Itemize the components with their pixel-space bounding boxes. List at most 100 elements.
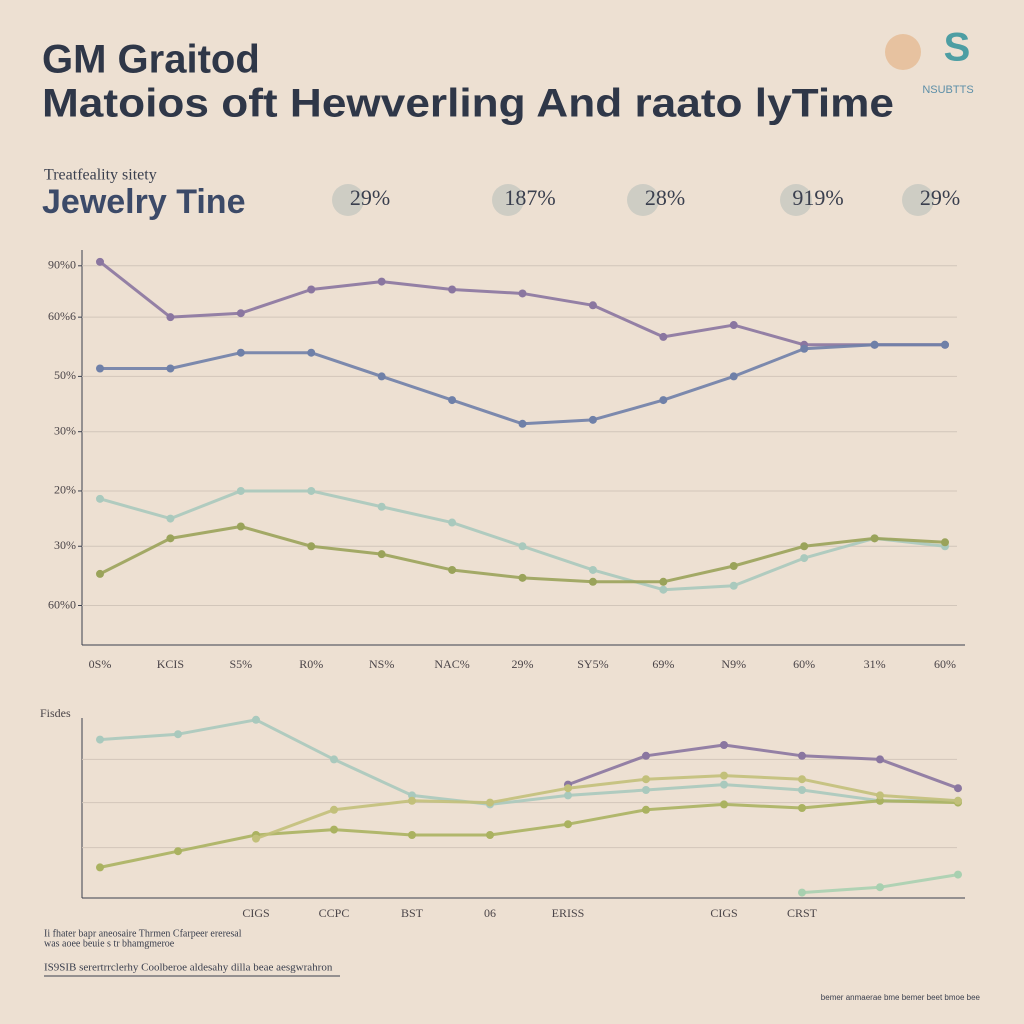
point [659, 396, 668, 405]
x-tick-label: N9% [721, 657, 746, 671]
point [642, 775, 650, 784]
x-tick-label: CCPC [319, 906, 350, 920]
point [166, 364, 175, 373]
point [448, 285, 457, 294]
point [729, 562, 738, 570]
point [307, 285, 316, 294]
point [588, 577, 597, 586]
point [166, 534, 175, 543]
point [518, 542, 527, 551]
point [486, 831, 494, 839]
point [800, 554, 809, 563]
y-tick-label: 30% [54, 538, 76, 552]
point [486, 798, 494, 807]
point [870, 340, 879, 349]
stat: 29% [920, 185, 960, 210]
x-tick-label: ERISS [552, 906, 585, 920]
x-tick-label: BST [401, 906, 424, 920]
x-tick-label: 06 [484, 906, 496, 920]
credit: bemer anmaerae bme bemer beet bmoe bee [821, 993, 981, 1002]
point [588, 565, 597, 574]
point [96, 863, 104, 872]
point [642, 751, 650, 760]
x-tick-label: CIGS [242, 906, 269, 920]
point [800, 344, 809, 353]
point [941, 538, 949, 547]
point [642, 805, 650, 814]
point [659, 585, 668, 594]
x-tick-label: 69% [652, 657, 674, 671]
x-tick-label: SY5% [577, 657, 608, 671]
point [96, 569, 104, 578]
y-tick-label: 30% [54, 423, 76, 437]
point [96, 494, 104, 503]
footnote: IS9SIB serertrrclerhy Coolberoe aldesahy… [44, 962, 333, 974]
point [729, 372, 738, 381]
point [166, 313, 175, 322]
point [236, 522, 245, 531]
point [448, 518, 457, 527]
line [99, 718, 958, 806]
y-tick-label: 50% [54, 368, 76, 382]
stat-icon [627, 184, 659, 216]
x-tick-label: 29% [512, 657, 534, 671]
stat-icon [902, 184, 934, 216]
y-tick-label: 90%0 [48, 258, 76, 272]
x-tick-label: KCIS [157, 657, 184, 671]
point [876, 883, 884, 892]
point [330, 825, 338, 834]
point [720, 771, 728, 780]
point [659, 577, 668, 586]
point [96, 257, 104, 266]
stat: 187% [504, 185, 555, 210]
line [255, 774, 959, 841]
point [96, 364, 104, 373]
point [377, 550, 386, 559]
x-tick-label: CRST [787, 906, 818, 920]
x-tick-label: 0S% [89, 657, 112, 671]
stat-icon [780, 184, 812, 216]
logo-mark: S [944, 26, 971, 70]
point [307, 542, 316, 551]
point [588, 301, 597, 310]
point [174, 847, 182, 856]
heading: Jewelry Tine [42, 183, 246, 221]
stat: 29% [350, 185, 390, 210]
logo-text: NSUBTTS [922, 84, 973, 96]
point [252, 715, 260, 724]
point [408, 796, 416, 805]
stat-icon [332, 184, 364, 216]
point [798, 786, 806, 794]
stat: 28% [645, 185, 685, 210]
point [798, 775, 806, 784]
footnote: Ii fhater bapr aneosaire Thrmen Cfarpeer… [44, 928, 242, 939]
point [448, 396, 457, 405]
point [174, 730, 182, 739]
point [954, 784, 962, 793]
stat: 919% [792, 185, 843, 210]
point [642, 786, 650, 794]
point [236, 309, 245, 318]
point [720, 780, 728, 789]
y-tick-label: 60%0 [48, 597, 76, 611]
point [720, 800, 728, 809]
point [876, 791, 884, 800]
point [518, 419, 527, 428]
point [798, 888, 806, 897]
point [659, 332, 668, 341]
footnote: was aoee beuie s tr bhamgmeroe [44, 938, 175, 949]
point [252, 834, 260, 843]
y-axis-title: Fisdes [40, 706, 71, 720]
point [408, 831, 416, 839]
stat-icon [492, 184, 524, 216]
title: GM Graitod [42, 38, 260, 82]
point [518, 573, 527, 582]
point [330, 805, 338, 814]
x-tick-label: NAC% [434, 657, 469, 671]
point [729, 321, 738, 330]
x-tick-label: 60% [934, 657, 956, 671]
point [564, 784, 572, 793]
